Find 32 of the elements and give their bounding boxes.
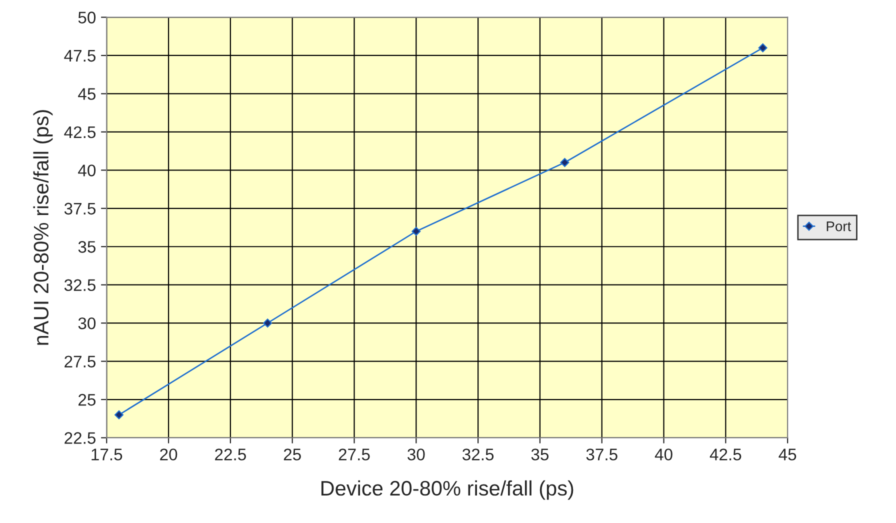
x-tick-label: 22.5 [215,448,246,460]
y-tick-label: 25 [78,394,96,406]
y-tick-label: 37.5 [64,202,96,215]
y-tick-label: 27.5 [64,356,96,368]
x-tick-label: 40 [654,448,672,460]
legend-label: Port [826,222,852,232]
x-tick-label: 30 [408,448,425,460]
point [758,43,768,52]
y-tick-label: 35 [78,241,96,253]
y-tick-label: 45 [78,88,96,100]
y-tick-label: 42.5 [64,126,96,138]
point [114,410,124,420]
y-tick-label: 22.5 [64,432,96,444]
y-tick-label: 47.5 [64,50,96,62]
x-tick-label: 25 [284,448,301,460]
x-tick-label: 42.5 [710,448,742,460]
x-tick-label: 32.5 [462,448,494,460]
y-tick-label: 40 [78,164,96,176]
x-tick-label: 37.5 [586,448,618,460]
y-tick-label: 50 [78,12,96,24]
y-tick-label: 30 [78,317,96,330]
point [263,318,272,328]
x-axis-title: Device 20-80% rise/fall (ps) [321,480,574,500]
point [560,158,570,168]
point [412,226,421,236]
x-tick-label: 17.5 [92,448,122,460]
y-axis-title: nAUI 20-80% rise/fall (ps) [33,110,53,345]
x-tick-label: 45 [778,448,796,460]
x-tick-label: 35 [531,448,549,460]
x-tick-label: 27.5 [338,448,370,460]
x-tick-label: 20 [160,448,178,460]
y-tick-label: 32.5 [64,279,96,292]
